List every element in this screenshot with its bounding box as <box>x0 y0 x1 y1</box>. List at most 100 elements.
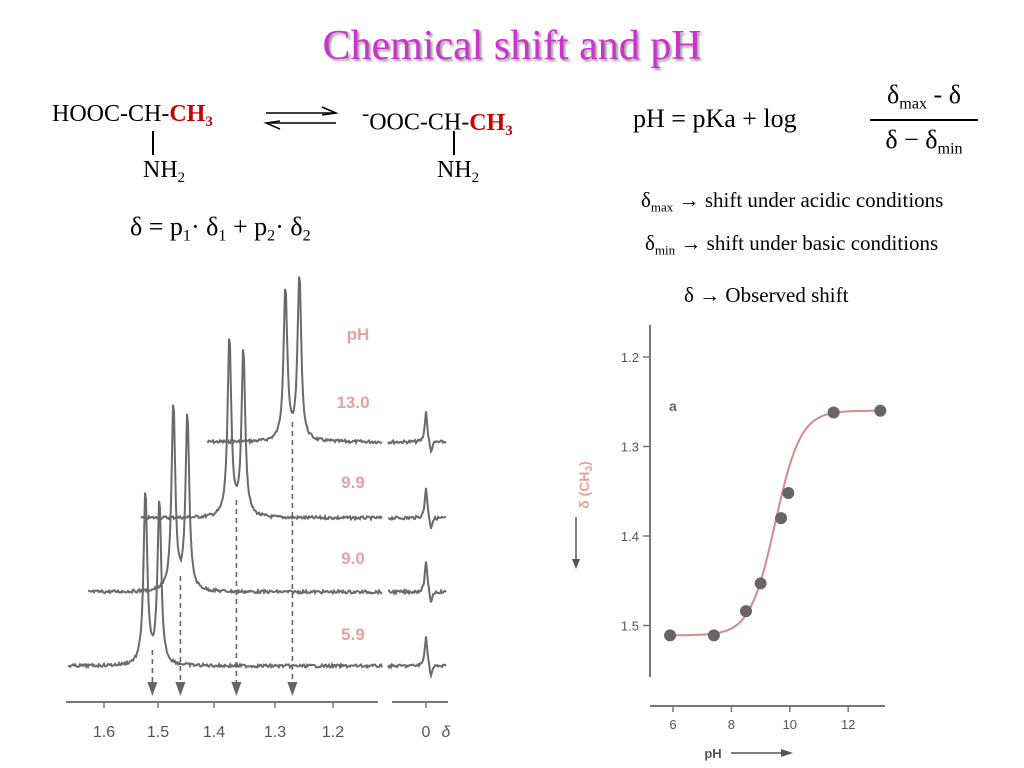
base-methyl-sub: 3 <box>505 122 513 139</box>
acid-form-main: HOOC-CH- <box>52 101 170 127</box>
data-point <box>782 487 795 500</box>
axis-tick-1-5: 1.5 <box>147 724 169 741</box>
x-tick-label: 10 <box>783 717 797 732</box>
y-tick-label: 1.2 <box>621 350 639 365</box>
y-axis-label-end: ) <box>576 461 592 466</box>
hh-num-rest: - δ <box>927 80 961 109</box>
weq-delta1: · δ <box>190 212 219 241</box>
data-point <box>874 404 887 417</box>
slide-title: Chemical shift and pH <box>322 23 702 69</box>
ph-label-9-9: 9.9 <box>341 473 365 492</box>
spectrum-ph-13-reference <box>387 411 447 455</box>
data-point <box>775 512 788 525</box>
ph-header-label: pH <box>347 325 370 344</box>
base-form-main: OOC-CH- <box>369 109 470 136</box>
data-point <box>664 629 677 642</box>
peak-arrows <box>147 422 298 696</box>
data-point <box>740 605 752 618</box>
def-obs-text: → Observed shift <box>699 283 849 307</box>
y-axis-label: δ (CH3) <box>576 461 595 509</box>
spectrum-ph-5-9-reference <box>387 636 447 680</box>
base-amine: NH2 <box>437 157 479 187</box>
def-min-symbol: δ <box>645 231 655 255</box>
titration-data-points <box>664 404 887 642</box>
y-tick-label: 1.3 <box>621 440 639 455</box>
spectrum-ph-9-0 <box>87 404 383 596</box>
base-form-methyl: CH3 <box>469 109 513 139</box>
acid-form-methyl: CH3 <box>169 101 213 131</box>
spectra-ticks <box>103 702 427 708</box>
weq-delta2: · δ <box>275 212 303 241</box>
hh-den-pre: δ − δ <box>885 125 938 154</box>
hh-denominator: δ − δmin <box>868 125 980 159</box>
base-methyl-text: CH <box>469 109 506 136</box>
weighted-average-equation: δ = p1· δ1 + p2· δ2 <box>130 212 311 246</box>
definition-delta-observed: δ → Observed shift <box>684 283 848 308</box>
equilibrium-arrows-icon <box>263 106 339 130</box>
spectrum-ph-13 <box>206 276 383 446</box>
hh-equation-lhs: pH = pKa + log <box>633 104 797 133</box>
y-axis-direction-arrow <box>572 517 580 569</box>
acid-methyl-sub: 3 <box>205 114 213 131</box>
y-tick-label: 1.5 <box>621 619 639 634</box>
peak-arrow-head <box>287 682 298 696</box>
titration-curve-chart: 1.2 1.3 1.4 1.5 6 8 10 12 a δ (CH3) pH <box>572 325 887 761</box>
ph-label-5-9: 5.9 <box>341 625 365 644</box>
x-tick-label: 6 <box>669 717 676 732</box>
hh-fraction-bar <box>870 119 978 121</box>
hh-num-delta: δ <box>887 80 900 109</box>
x-axis-direction-arrow <box>731 749 793 757</box>
acid-amine-sub: 2 <box>177 170 186 187</box>
axis-tick-1-6: 1.6 <box>93 724 115 741</box>
titration-fit-curve <box>670 409 881 637</box>
data-point <box>754 577 767 590</box>
axis-tick-1-3: 1.3 <box>264 724 286 741</box>
hh-numerator: δmax - δ <box>868 80 980 114</box>
def-max-text: → shift under acidic conditions <box>678 188 944 212</box>
chart-tick-labels: 1.2 1.3 1.4 1.5 6 8 10 12 <box>621 350 856 732</box>
axis-tick-1-2: 1.2 <box>322 724 344 741</box>
hh-den-sub: min <box>937 140 963 158</box>
peak-arrow-head <box>175 682 186 696</box>
ph-label-13: 13.0 <box>336 393 369 412</box>
def-max-sub: max <box>650 199 674 215</box>
x-tick-label: 12 <box>841 717 855 732</box>
panel-label: a <box>669 398 677 414</box>
acid-amine: NH2 <box>143 157 185 187</box>
peak-arrow-head <box>147 682 158 696</box>
spectrum-ph-5-9 <box>68 492 383 670</box>
acid-bond-line <box>152 131 154 155</box>
base-form-formula: -OOC-CH-CH3 <box>362 101 513 140</box>
base-form-charge: - <box>362 101 370 125</box>
definition-delta-min: δmin → shift under basic conditions <box>645 231 938 259</box>
spectrum-ph-9-9 <box>140 338 383 523</box>
weq-d1-sub: 1 <box>218 227 227 245</box>
axis-delta-symbol: δ <box>442 724 452 741</box>
hh-num-sub: max <box>899 95 928 113</box>
y-axis-label-base: δ (CH <box>576 471 592 508</box>
weq-p1-sub: 1 <box>182 227 191 245</box>
y-axis-label-sub: 3 <box>584 465 595 471</box>
axis-tick-1-4: 1.4 <box>203 724 225 741</box>
data-point <box>707 629 720 642</box>
x-axis-label: pH <box>704 746 721 761</box>
base-amine-sub: 2 <box>471 170 480 187</box>
def-obs-symbol: δ <box>684 283 694 307</box>
y-tick-label: 1.4 <box>621 529 639 544</box>
weq-plus-p2: + p <box>226 212 268 241</box>
weq-lhs: δ = p <box>130 212 183 241</box>
peak-arrow-head <box>231 682 242 696</box>
chart-ticks <box>643 356 849 712</box>
acid-form-formula: HOOC-CH-CH3 <box>52 101 213 131</box>
base-amine-text: NH <box>437 157 472 183</box>
ph-label-9-0: 9.0 <box>341 549 365 568</box>
weq-p2-sub: 2 <box>267 227 276 245</box>
def-min-sub: min <box>654 242 676 258</box>
nmr-spectra-figure: pH 13.0 9.9 9.0 5.9 1.6 1.5 1.4 1.3 1.2 … <box>66 276 452 741</box>
weq-d2-sub: 2 <box>302 227 311 245</box>
spectrum-ph-9-0-reference <box>387 561 447 603</box>
def-min-text: → shift under basic conditions <box>680 231 939 255</box>
base-bond-line <box>453 131 455 155</box>
spectra-traces <box>68 276 447 680</box>
